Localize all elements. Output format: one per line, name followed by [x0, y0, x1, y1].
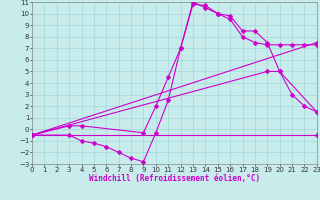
X-axis label: Windchill (Refroidissement éolien,°C): Windchill (Refroidissement éolien,°C) — [89, 174, 260, 183]
